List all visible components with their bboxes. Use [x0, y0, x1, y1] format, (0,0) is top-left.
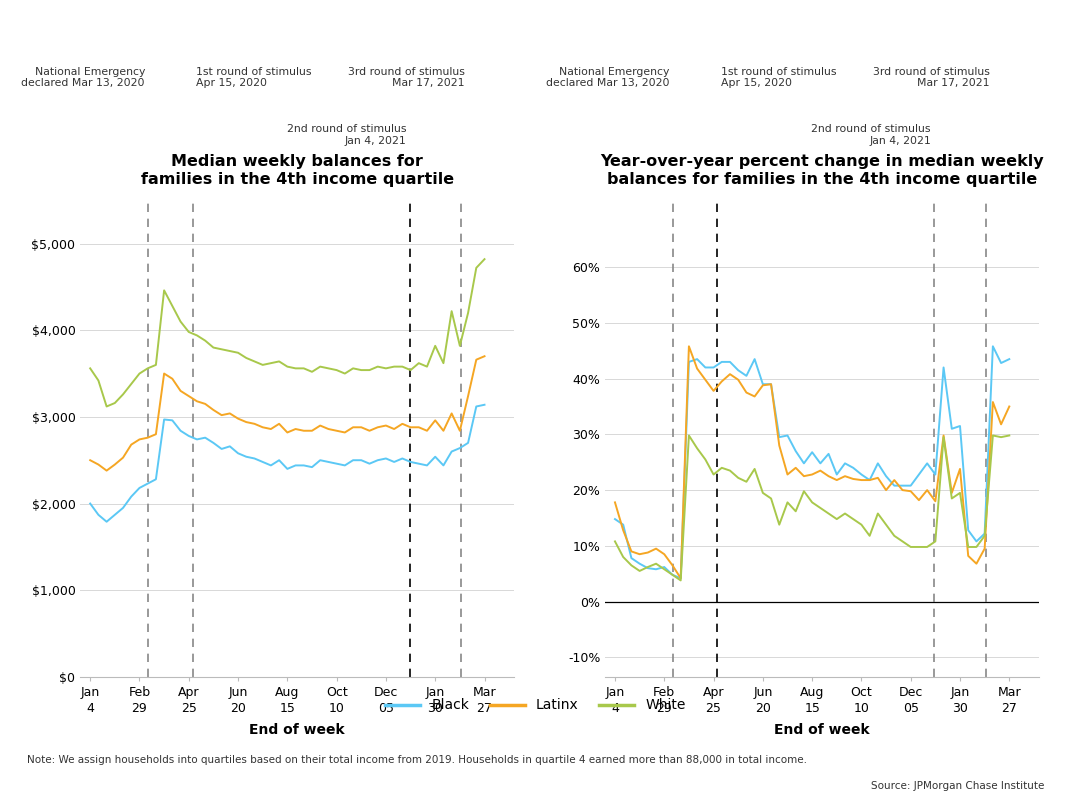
Text: National Emergency
declared Mar 13, 2020: National Emergency declared Mar 13, 2020: [546, 66, 669, 88]
X-axis label: End of week: End of week: [774, 723, 870, 737]
Text: 3rd round of stimulus
Mar 17, 2021: 3rd round of stimulus Mar 17, 2021: [873, 66, 990, 88]
Text: 1st round of stimulus
Apr 15, 2020: 1st round of stimulus Apr 15, 2020: [196, 66, 312, 88]
Text: Source: JPMorgan Chase Institute: Source: JPMorgan Chase Institute: [871, 782, 1044, 791]
Text: Note: We assign households into quartiles based on their total income from 2019.: Note: We assign households into quartile…: [27, 755, 806, 764]
Text: 3rd round of stimulus
Mar 17, 2021: 3rd round of stimulus Mar 17, 2021: [348, 66, 465, 88]
Text: 1st round of stimulus
Apr 15, 2020: 1st round of stimulus Apr 15, 2020: [721, 66, 836, 88]
Title: Median weekly balances for
families in the 4th income quartile: Median weekly balances for families in t…: [140, 154, 454, 187]
Title: Year-over-year percent change in median weekly
balances for families in the 4th : Year-over-year percent change in median …: [600, 154, 1044, 187]
X-axis label: End of week: End of week: [250, 723, 345, 737]
Legend: Black, Latinx, White: Black, Latinx, White: [380, 693, 691, 718]
Text: 2nd round of stimulus
Jan 4, 2021: 2nd round of stimulus Jan 4, 2021: [287, 124, 406, 146]
Text: 2nd round of stimulus
Jan 4, 2021: 2nd round of stimulus Jan 4, 2021: [812, 124, 931, 146]
Text: National Emergency
declared Mar 13, 2020: National Emergency declared Mar 13, 2020: [21, 66, 145, 88]
